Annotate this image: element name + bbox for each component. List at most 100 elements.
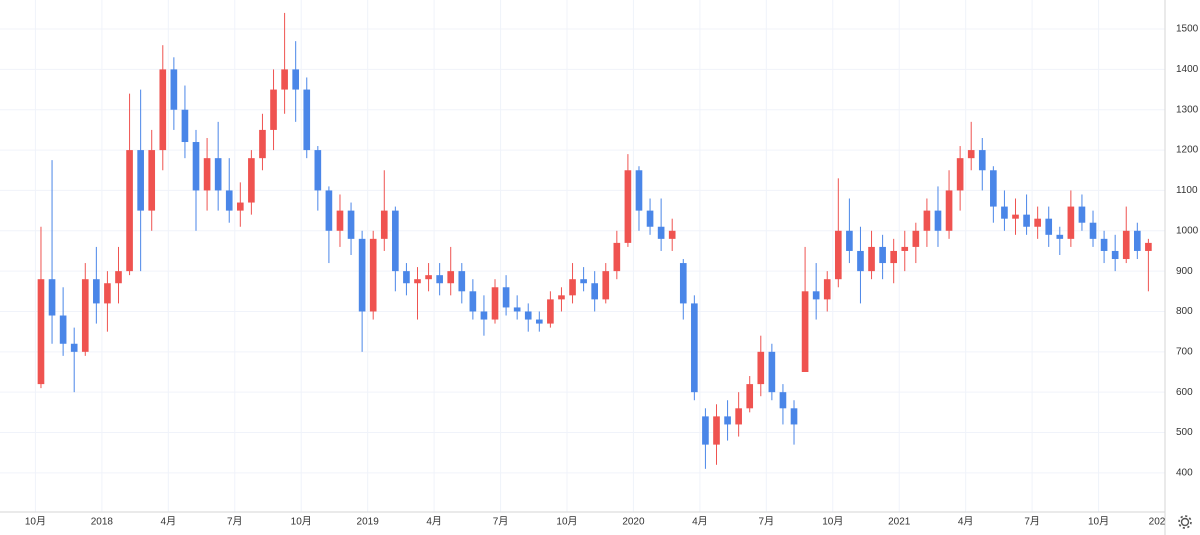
candle-body [934, 210, 942, 231]
candle-body [812, 291, 820, 300]
candle-body [724, 416, 731, 425]
y-tick-label: 900 [1176, 266, 1193, 277]
candle-body [458, 271, 466, 292]
candle-body [1133, 230, 1141, 251]
candle-body [790, 408, 798, 425]
candle-body [93, 279, 100, 304]
candle-body [746, 384, 754, 409]
candle-body [569, 279, 576, 296]
x-tick-label: 7月 [1024, 516, 1040, 528]
candle-body [857, 250, 864, 272]
candle-body [558, 295, 565, 300]
candle-body [181, 109, 189, 143]
candle-body [1100, 238, 1108, 251]
candle-body [358, 238, 366, 312]
candle-body [901, 246, 909, 251]
candle-body [580, 279, 587, 284]
candle-body [126, 150, 133, 272]
x-tick-label: 4月 [958, 516, 974, 528]
candle-body [879, 246, 886, 264]
x-tick-label: 202 [1149, 517, 1166, 528]
candle-body [314, 150, 322, 191]
candle-body [635, 170, 643, 211]
y-tick-label: 1300 [1176, 104, 1199, 115]
candle-body [868, 246, 875, 272]
candles [37, 12, 1152, 469]
candle-body [447, 271, 455, 284]
candle-body [380, 210, 388, 239]
candle-body [602, 271, 610, 300]
candle-body [270, 89, 277, 130]
candle-body [1067, 206, 1075, 239]
candle-body [923, 210, 931, 231]
x-tick-label: 2021 [888, 517, 911, 528]
grid [0, 0, 1166, 512]
candle-body [115, 271, 122, 284]
candle-body [846, 230, 853, 251]
candle-body [1012, 214, 1019, 219]
candle-body [713, 416, 720, 445]
candle-body [912, 230, 920, 247]
candle-body [768, 351, 776, 393]
candle-body [978, 150, 986, 171]
y-tick-label: 700 [1176, 346, 1193, 357]
x-tick-label: 2020 [622, 517, 645, 528]
x-tick-label: 10月 [291, 516, 312, 528]
candle-body [137, 150, 144, 211]
candle-body [325, 190, 333, 231]
y-tick-label: 600 [1176, 387, 1193, 398]
candle-body [547, 299, 554, 324]
x-tick-label: 10月 [1088, 516, 1109, 528]
candle-body [890, 250, 898, 264]
y-tick-label: 500 [1176, 427, 1193, 438]
settings-icon[interactable] [1178, 515, 1192, 529]
candle-body [801, 291, 809, 372]
candle-body [956, 158, 964, 191]
candle-body [779, 392, 787, 409]
candle-body [369, 238, 377, 312]
candle-body [945, 190, 953, 231]
x-tick-label: 7月 [759, 516, 775, 528]
candle-body [834, 230, 842, 280]
candle-body [192, 142, 200, 191]
candle-body [1089, 222, 1097, 239]
candle-body [214, 158, 222, 191]
x-tick-label: 2019 [357, 517, 380, 528]
gear-center [1180, 517, 1190, 527]
x-tick-label: 7月 [227, 516, 243, 528]
candle-body [491, 287, 499, 320]
candle-body [613, 242, 621, 272]
candle-body [70, 343, 78, 352]
candle-body [170, 69, 178, 110]
y-tick-label: 400 [1176, 468, 1193, 479]
candle-body [259, 129, 266, 159]
x-tick-label: 10月 [25, 516, 46, 528]
candle-body [159, 69, 167, 151]
candle-body [248, 158, 255, 203]
candle-body [757, 351, 765, 385]
candle-body [1045, 218, 1053, 235]
candle-body [679, 263, 687, 304]
candle-body [59, 315, 67, 344]
candle-body [37, 279, 45, 385]
candle-body [480, 311, 488, 320]
y-tick-label: 1500 [1176, 24, 1199, 35]
candle-body [624, 170, 632, 243]
candle-body [148, 150, 156, 211]
y-tick-label: 1200 [1176, 145, 1199, 156]
gear-teeth [1178, 515, 1192, 529]
candle-body [292, 69, 300, 90]
candle-body [81, 279, 89, 352]
candle-body [668, 230, 676, 239]
x-tick-label: 4月 [426, 516, 442, 528]
candle-body [48, 279, 56, 316]
candle-body [735, 408, 742, 425]
candle-body [104, 283, 111, 304]
candle-body [702, 416, 709, 445]
candle-body [657, 226, 665, 239]
candle-body [203, 158, 211, 191]
candle-body [414, 279, 421, 284]
y-tick-label: 1400 [1176, 64, 1199, 75]
candle-body [524, 311, 532, 320]
